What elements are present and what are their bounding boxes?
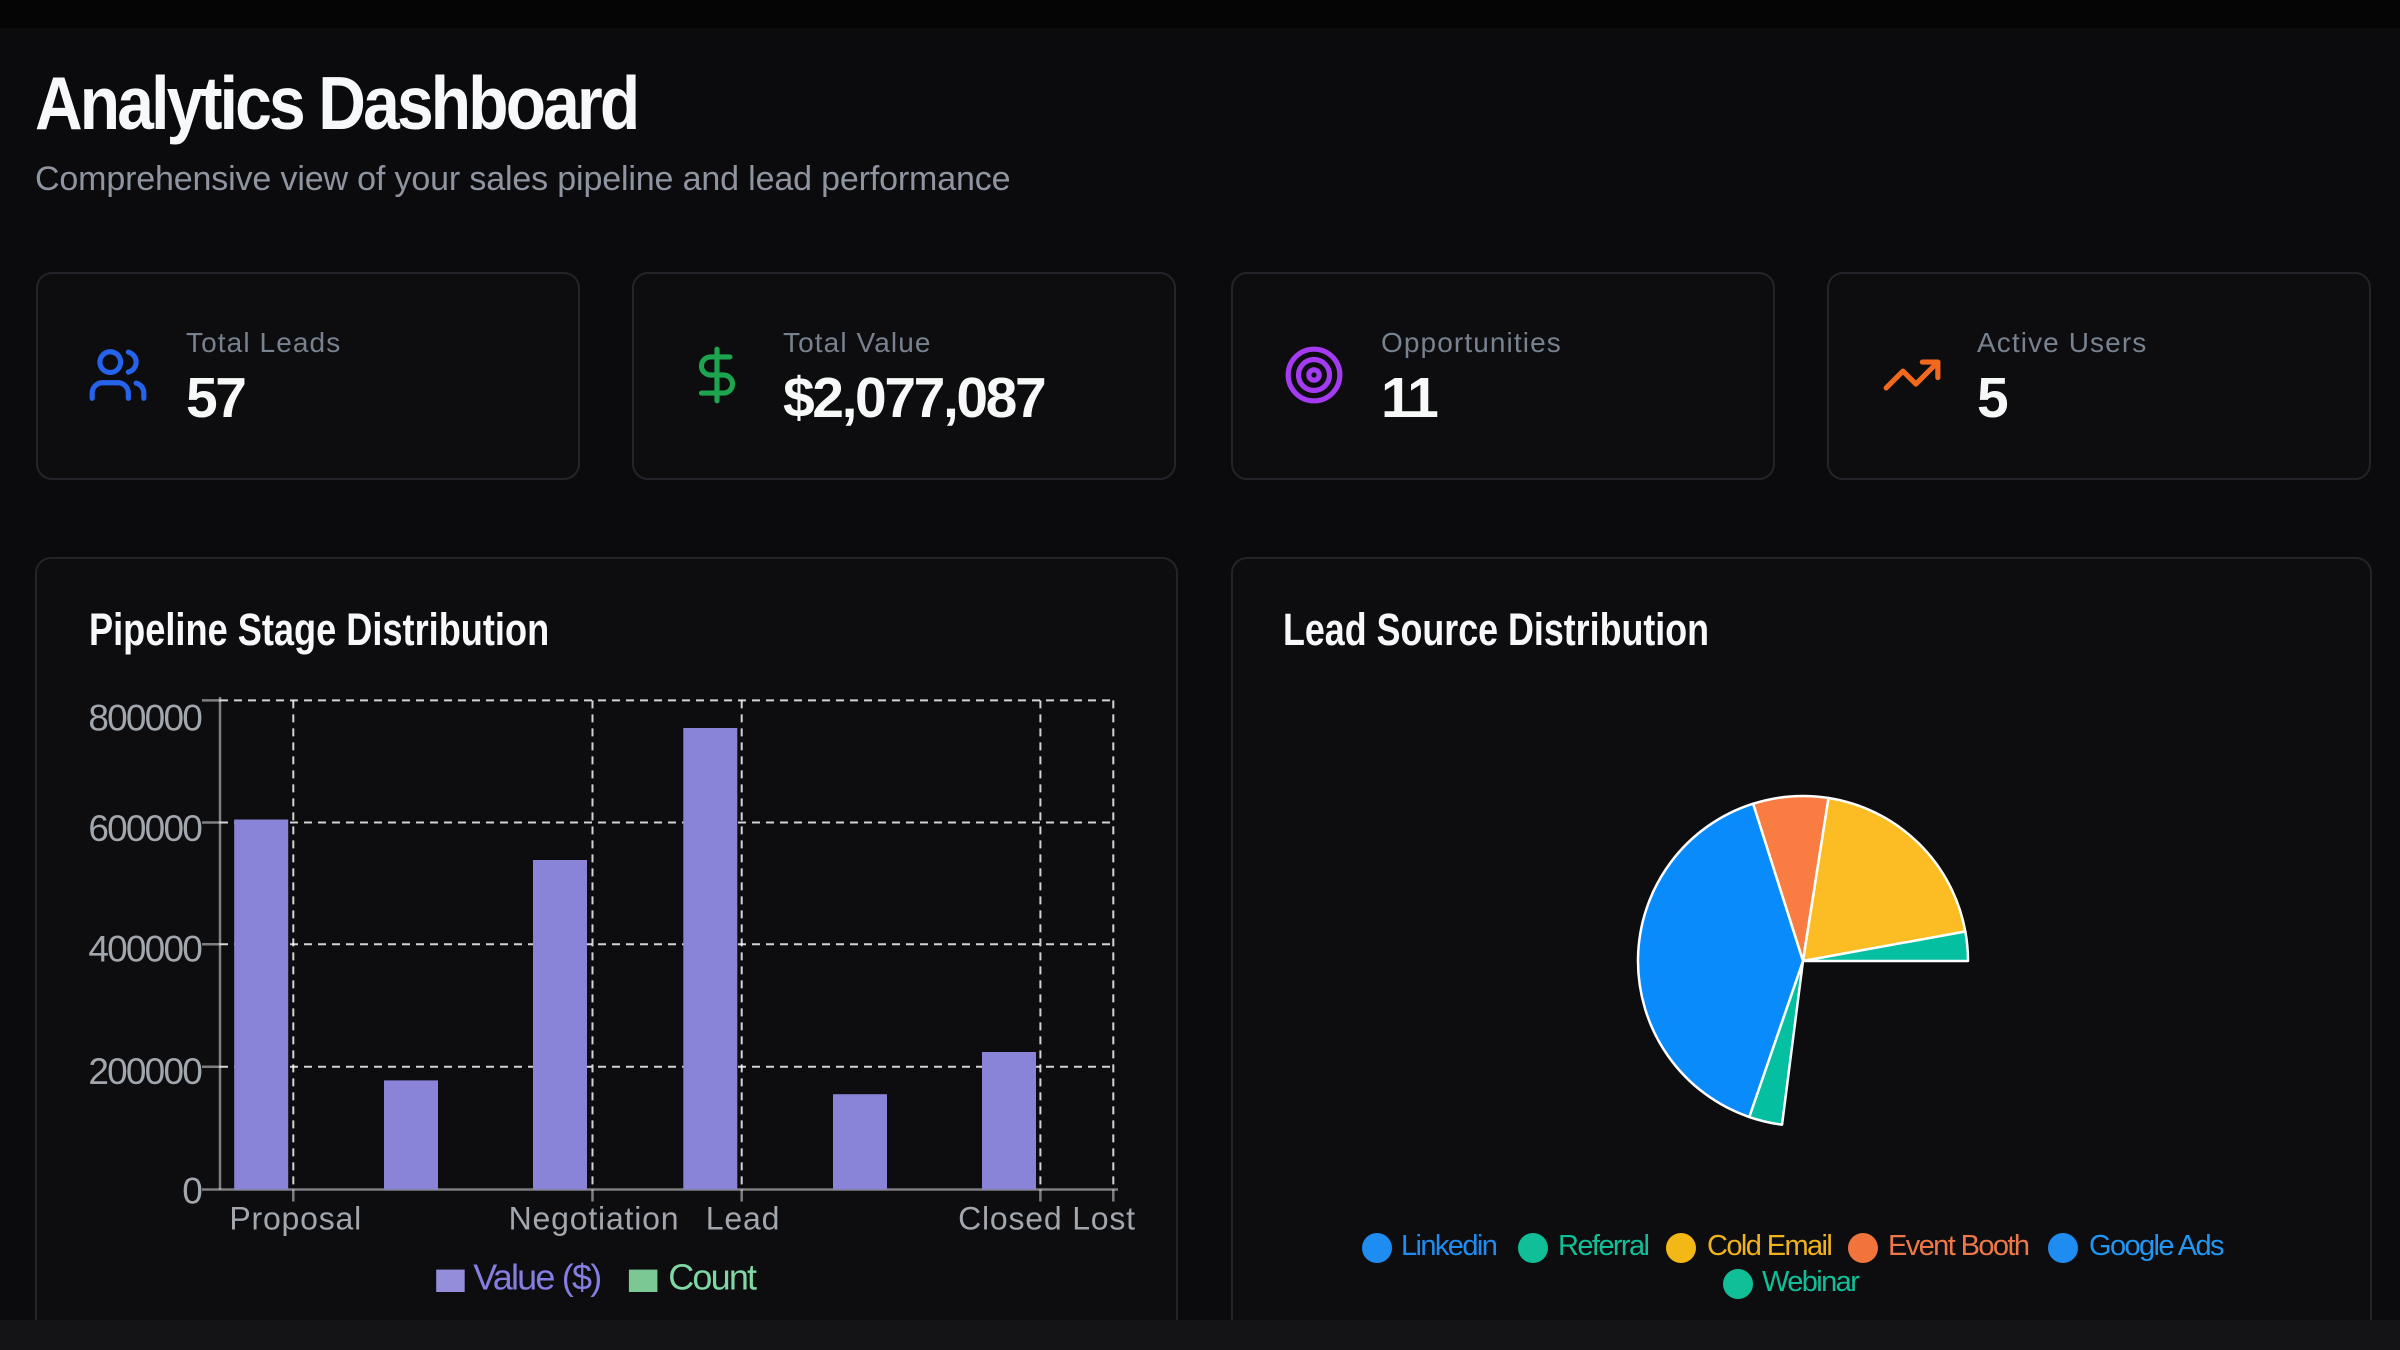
svg-text:Count: Count bbox=[668, 1257, 757, 1298]
svg-text:Lead: Lead bbox=[706, 1201, 780, 1237]
svg-text:400000: 400000 bbox=[88, 929, 202, 970]
svg-text:800000: 800000 bbox=[88, 698, 202, 739]
svg-text:0: 0 bbox=[182, 1171, 202, 1212]
svg-text:200000: 200000 bbox=[88, 1051, 202, 1092]
svg-text:Proposal: Proposal bbox=[229, 1201, 362, 1237]
svg-text:Closed Lost: Closed Lost bbox=[958, 1201, 1136, 1237]
svg-text:Value ($): Value ($) bbox=[473, 1257, 600, 1298]
svg-text:Negotiation: Negotiation bbox=[509, 1201, 680, 1237]
svg-text:600000: 600000 bbox=[88, 808, 202, 849]
